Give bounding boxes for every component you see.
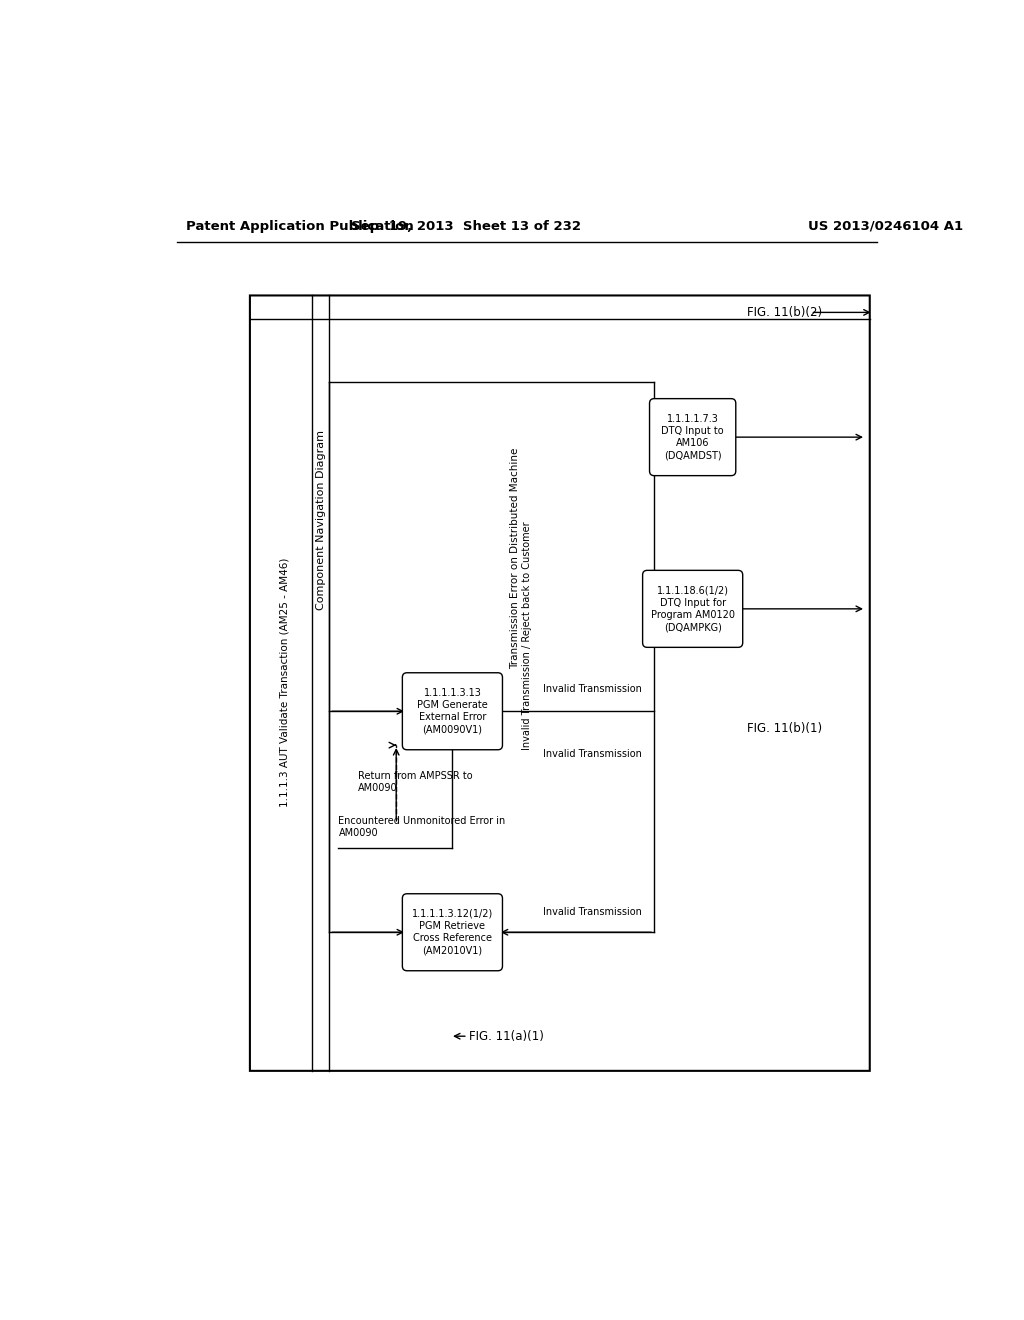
Text: Return from AMPSSR to
AM0090: Return from AMPSSR to AM0090 [357,771,472,793]
Text: 1.1.1.1.7.3
DTQ Input to
AM106
(DQAMDST): 1.1.1.1.7.3 DTQ Input to AM106 (DQAMDST) [662,413,724,461]
Text: Invalid Transmission: Invalid Transmission [543,907,641,917]
Text: Invalid Transmission / Reject back to Customer: Invalid Transmission / Reject back to Cu… [521,521,531,750]
Text: US 2013/0246104 A1: US 2013/0246104 A1 [808,219,964,232]
Text: FIG. 11(b)(1): FIG. 11(b)(1) [746,722,821,735]
Text: FIG. 11(a)(1): FIG. 11(a)(1) [469,1030,544,1043]
Text: Transmission Error on Distributed Machine: Transmission Error on Distributed Machin… [511,447,520,669]
FancyBboxPatch shape [402,673,503,750]
Text: 1.1.1.1.3.13
PGM Generate
External Error
(AM0090V1): 1.1.1.1.3.13 PGM Generate External Error… [417,688,487,735]
Text: Patent Application Publication: Patent Application Publication [186,219,414,232]
Text: Sep. 19, 2013  Sheet 13 of 232: Sep. 19, 2013 Sheet 13 of 232 [350,219,581,232]
FancyBboxPatch shape [250,296,869,1071]
FancyBboxPatch shape [649,399,736,475]
Text: FIG. 11(b)(2): FIG. 11(b)(2) [746,306,821,319]
FancyBboxPatch shape [643,570,742,647]
Text: 1.1.1.18.6(1/2)
DTQ Input for
Program AM0120
(DQAMPKG): 1.1.1.18.6(1/2) DTQ Input for Program AM… [650,585,734,632]
Text: Invalid Transmission: Invalid Transmission [543,684,641,693]
Text: Invalid Transmission: Invalid Transmission [543,748,641,759]
Text: Component Navigation Diagram: Component Navigation Diagram [315,430,326,610]
Text: 1.1.1.1.3.12(1/2)
PGM Retrieve
Cross Reference
(AM2010V1): 1.1.1.1.3.12(1/2) PGM Retrieve Cross Ref… [412,908,493,956]
FancyBboxPatch shape [402,894,503,970]
Text: 1.1.1.3 AUT Validate Transaction (AM25 - AM46): 1.1.1.3 AUT Validate Transaction (AM25 -… [280,557,290,807]
Text: Encountered Unmonitored Error in
AM0090: Encountered Unmonitored Error in AM0090 [339,816,506,838]
